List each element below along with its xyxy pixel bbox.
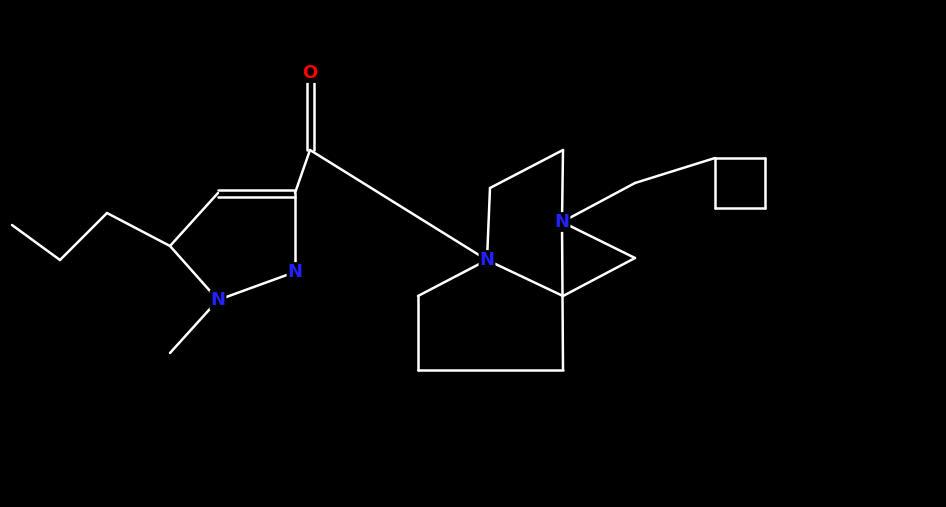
Text: N: N xyxy=(480,251,495,269)
Text: N: N xyxy=(554,213,569,231)
Text: N: N xyxy=(211,291,225,309)
Text: O: O xyxy=(303,64,318,82)
Text: N: N xyxy=(288,263,303,281)
